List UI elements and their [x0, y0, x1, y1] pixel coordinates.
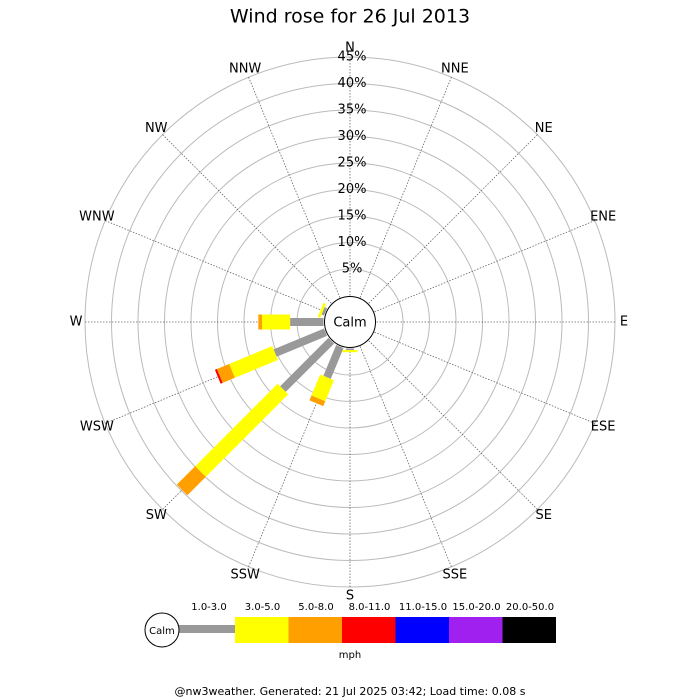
- legend-label: 3.0-5.0: [245, 602, 280, 613]
- legend-swatch: [235, 617, 289, 643]
- r-tick-label: 15%: [338, 209, 367, 224]
- r-tick-label: 10%: [338, 235, 367, 250]
- wind-segment: [323, 344, 344, 379]
- direction-label: N: [345, 41, 355, 56]
- direction-label: W: [70, 315, 83, 330]
- wind-segment: [342, 350, 358, 353]
- wind-segment: [317, 302, 326, 318]
- wind-segment: [346, 348, 354, 351]
- spoke: [368, 134, 538, 304]
- wind-segment: [262, 314, 291, 330]
- legend-label: 5.0-8.0: [298, 602, 333, 613]
- legend-swatch: [342, 617, 396, 643]
- legend-label: 20.0-50.0: [506, 602, 554, 613]
- legend-swatch: [395, 617, 449, 643]
- legend-calm-label: Calm: [149, 626, 175, 637]
- legend-label: 1.0-3.0: [191, 602, 226, 613]
- unit-label: mph: [339, 650, 361, 661]
- footer: @nw3weather. Generated: 21 Jul 2025 03:4…: [175, 685, 526, 698]
- legend-label: 11.0-15.0: [399, 602, 447, 613]
- wind-segment: [321, 307, 328, 316]
- direction-label: NNE: [441, 61, 469, 76]
- direction-label: E: [620, 315, 628, 330]
- direction-label: WNW: [79, 210, 115, 225]
- direction-label: NE: [535, 121, 553, 136]
- direction-label: SSE: [442, 568, 467, 583]
- direction-label: SW: [146, 508, 167, 523]
- legend-label: 15.0-20.0: [452, 602, 500, 613]
- legend-swatch: [449, 617, 503, 643]
- wind-segment: [280, 337, 335, 392]
- spoke: [359, 346, 452, 567]
- wind-segment: [273, 328, 328, 357]
- direction-label: WSW: [80, 419, 114, 434]
- wind-segment: [258, 314, 263, 330]
- r-tick-label: 25%: [338, 156, 367, 171]
- direction-label: ENE: [590, 210, 616, 225]
- r-tick-label: 40%: [338, 76, 367, 91]
- grid-ring: [111, 83, 589, 561]
- r-tick-label: 35%: [338, 103, 367, 118]
- spoke: [162, 134, 332, 304]
- spoke: [374, 331, 595, 424]
- r-tick-label: 45%: [338, 50, 367, 65]
- wind-segment: [229, 346, 278, 378]
- spoke: [368, 340, 538, 510]
- r-tick-label: 30%: [338, 129, 367, 144]
- wind-segment: [216, 363, 235, 383]
- legend-swatch: [502, 617, 556, 643]
- direction-label: NW: [145, 121, 168, 136]
- direction-label: SE: [536, 508, 552, 523]
- wind-segment: [195, 383, 289, 477]
- calm-label: Calm: [333, 316, 366, 331]
- r-tick-label: 5%: [342, 262, 363, 277]
- wind-segment: [290, 318, 324, 326]
- direction-label: SSW: [230, 568, 260, 583]
- legend-calm: [144, 612, 180, 648]
- spoke: [105, 220, 326, 313]
- grid-ring: [137, 109, 563, 535]
- chart-title: Wind rose for 26 Jul 2013: [230, 6, 470, 28]
- direction-label: NNW: [229, 61, 261, 76]
- r-tick-label: 20%: [338, 182, 367, 197]
- wind-segment: [309, 395, 326, 407]
- calm-circle: [324, 296, 376, 348]
- wind-segment: [311, 374, 335, 402]
- legend-swatch: [288, 617, 342, 643]
- wind-segment: [214, 369, 223, 384]
- wind-segment: [176, 466, 206, 496]
- spoke: [248, 77, 341, 298]
- spoke: [359, 77, 452, 298]
- legend-label: 8.0-11.0: [349, 602, 391, 613]
- direction-label: S: [346, 589, 354, 604]
- spoke: [374, 220, 595, 313]
- direction-label: ESE: [591, 419, 616, 434]
